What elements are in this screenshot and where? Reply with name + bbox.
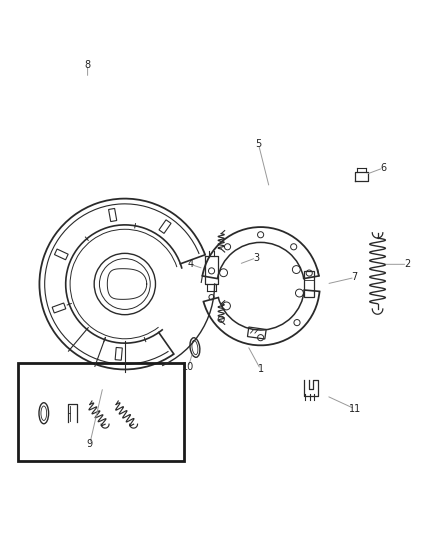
Bar — [54, 249, 68, 260]
Bar — [52, 303, 66, 313]
Text: 7: 7 — [352, 272, 358, 282]
Text: 3: 3 — [253, 253, 259, 263]
Bar — [115, 348, 122, 360]
Bar — [18, 363, 184, 462]
Bar — [304, 271, 314, 297]
Bar — [159, 220, 171, 233]
Bar — [109, 208, 117, 222]
Text: 11: 11 — [349, 404, 361, 414]
Text: 2: 2 — [404, 260, 410, 269]
Text: 4: 4 — [187, 260, 194, 269]
Text: 10: 10 — [182, 362, 194, 372]
Text: 8: 8 — [85, 60, 91, 70]
Text: 9: 9 — [87, 439, 93, 449]
Text: 6: 6 — [380, 163, 386, 173]
Text: 1: 1 — [258, 365, 264, 374]
Text: 5: 5 — [255, 139, 261, 149]
Bar — [247, 327, 266, 339]
